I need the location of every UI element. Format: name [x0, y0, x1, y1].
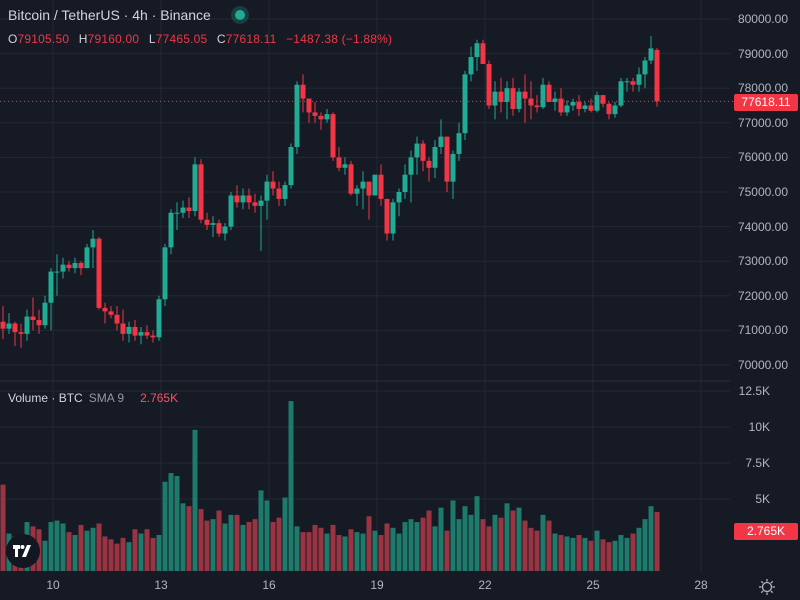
low-value: 77465.05 — [155, 32, 208, 46]
price-axis-label: 77000.00 — [737, 115, 788, 130]
high-label: H — [78, 32, 88, 46]
time-axis-label: 25 — [586, 578, 600, 592]
price-candles — [0, 36, 660, 348]
time-axis-label: 22 — [478, 578, 492, 592]
time-axis-label: 16 — [262, 578, 276, 592]
volume-axis-label: 5K — [755, 492, 770, 506]
current-volume-tag: 2.765K — [734, 523, 798, 540]
volume-axis-label: 7.5K — [745, 456, 770, 470]
close-label: C — [216, 32, 226, 46]
change-value: −1487.38 (−1.88%) — [286, 32, 393, 46]
time-axis-label: 28 — [694, 578, 708, 592]
volume-title: Volume · BTC — [8, 391, 83, 405]
symbol-legend[interactable]: Bitcoin / TetherUS · 4h · Binance — [8, 7, 245, 23]
time-axis-label: 13 — [154, 578, 168, 592]
ohlc-values: O79105.50 H79160.00 L77465.05 C77618.11 … — [8, 32, 398, 46]
symbol-title: Bitcoin / TetherUS · 4h · Binance — [8, 7, 211, 23]
tradingview-logo-icon — [13, 545, 31, 557]
price-axis-label: 73000.00 — [737, 254, 788, 269]
close-value: 77618.11 — [225, 32, 277, 46]
market-status-dot-icon — [234, 10, 245, 20]
volume-axis-label: 12.5K — [738, 384, 770, 398]
price-axis-label: 72000.00 — [737, 288, 788, 303]
price-axis-label: 75000.00 — [737, 185, 788, 199]
price-axis-label: 71000.00 — [737, 323, 788, 338]
price-axis-label: 80000.00 — [737, 12, 788, 26]
volume-indicator: SMA 9 — [88, 391, 125, 405]
price-axis-label: 79000.00 — [737, 46, 788, 61]
volume-legend[interactable]: Volume · BTC SMA 9 2.765K — [8, 391, 178, 405]
open-label: O — [8, 32, 18, 46]
volume-sma-value: 2.765K — [140, 391, 179, 405]
high-value: 79160.00 — [87, 32, 140, 46]
current-price-tag: 77618.11 — [734, 94, 798, 111]
grid-lines — [0, 0, 730, 572]
time-axis-label: 10 — [46, 578, 60, 592]
time-axis-label: 19 — [370, 578, 384, 592]
low-label: L — [148, 32, 156, 46]
price-axis-label: 78000.00 — [737, 81, 788, 96]
price-axis-label: 70000.00 — [737, 358, 788, 372]
settings-gear-icon[interactable] — [758, 578, 776, 596]
volume-axis-label: 10K — [748, 420, 770, 434]
tradingview-logo[interactable] — [6, 534, 40, 568]
price-axis-label: 74000.00 — [737, 219, 788, 234]
price-axis-label: 76000.00 — [737, 150, 788, 165]
open-value: 79105.50 — [17, 32, 70, 46]
